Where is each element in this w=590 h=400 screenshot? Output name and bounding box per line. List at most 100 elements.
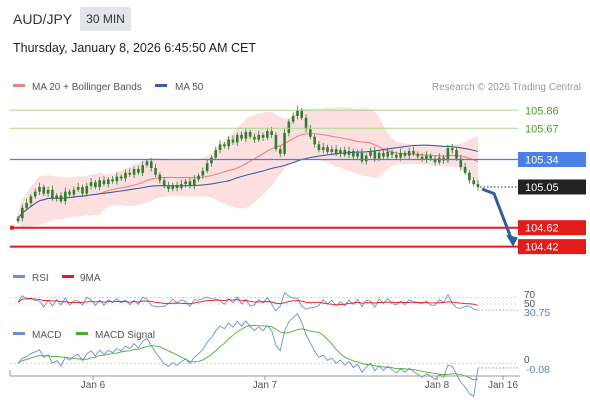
rsi-line xyxy=(17,292,479,312)
candle-body xyxy=(399,152,402,158)
candle-body xyxy=(158,174,162,181)
candle-body xyxy=(261,134,265,138)
candle-body xyxy=(197,175,200,180)
candle-body xyxy=(476,184,480,187)
rsi-panel xyxy=(10,292,518,312)
candle-body xyxy=(330,149,334,152)
symbol-title: AUD/JPY xyxy=(13,11,73,27)
support-tag xyxy=(518,239,586,255)
candle-body xyxy=(244,132,248,139)
candle-body xyxy=(201,170,205,176)
candle-body xyxy=(296,110,299,116)
candle-body xyxy=(46,189,50,194)
levels-layer: 105.86 105.67 105.34 105.05 104.62 104.42 xyxy=(10,105,586,255)
rsi-ma-legend-label: 9MA xyxy=(80,273,101,284)
candle-body xyxy=(132,168,136,175)
candle-body xyxy=(38,186,41,192)
candle-body xyxy=(51,189,54,199)
ma50-line xyxy=(17,144,479,219)
timeframe-button[interactable]: 30 MIN xyxy=(80,7,131,31)
support-label: 104.42 xyxy=(525,242,559,254)
candle-body xyxy=(266,131,269,138)
rsi-current-value: 30.75 xyxy=(524,307,550,319)
candle-body xyxy=(81,186,84,194)
candle-body xyxy=(235,134,239,143)
resistance-label: 105.86 xyxy=(525,105,559,117)
macd-line xyxy=(17,312,479,398)
candle-body xyxy=(463,167,467,173)
candle-body xyxy=(111,179,114,182)
bollinger-band xyxy=(18,107,478,228)
candle-body xyxy=(468,172,471,181)
candle-body xyxy=(287,121,291,133)
candle-body xyxy=(257,134,261,140)
candle-body xyxy=(278,149,282,154)
macd-panel xyxy=(10,312,518,398)
candle-body xyxy=(154,168,157,175)
candle-body xyxy=(72,189,76,195)
pivot-tag xyxy=(518,152,586,168)
candle-body xyxy=(145,161,149,166)
candle-body xyxy=(248,132,252,137)
x-axis: Jan 6 Jan 7 Jan 8 Jan 16 xyxy=(9,370,518,391)
candle-body xyxy=(218,144,222,151)
candle-body xyxy=(20,207,24,219)
credit-label: Research © 2026 Trading Central xyxy=(432,82,581,93)
candle-body xyxy=(192,179,196,187)
candle-body xyxy=(119,176,123,179)
candle-body xyxy=(59,195,63,202)
candle-body xyxy=(313,136,316,145)
candle-body xyxy=(94,182,97,187)
candle-body xyxy=(403,152,407,156)
candle-body xyxy=(390,151,394,155)
candle-body xyxy=(369,150,372,156)
candle-body xyxy=(85,186,89,194)
macd-tick-0: 0 xyxy=(524,355,530,366)
candle-body xyxy=(326,147,329,152)
candle-body xyxy=(416,153,420,157)
rsi-ma-line xyxy=(17,298,479,306)
candle-body xyxy=(459,158,463,168)
ma50-legend-label: MA 50 xyxy=(175,82,204,93)
candle-body xyxy=(149,161,153,169)
candle-body xyxy=(141,165,144,173)
candle-body xyxy=(360,152,364,162)
candle-body xyxy=(106,179,110,185)
candle-body xyxy=(472,180,476,185)
candle-body xyxy=(42,186,46,194)
candle-body xyxy=(291,115,295,122)
candle-body xyxy=(102,180,106,185)
rsi-tick-70: 70 xyxy=(524,290,536,301)
candle-body xyxy=(184,181,187,185)
candle-body xyxy=(16,218,20,222)
candle-body xyxy=(162,180,166,187)
candle-body xyxy=(227,139,230,147)
candle-body xyxy=(171,185,175,189)
candle-body xyxy=(446,148,450,161)
candle-body xyxy=(167,186,170,189)
current-price-tag xyxy=(518,179,586,195)
macd-signal-legend-label: MACD Signal xyxy=(95,330,155,341)
candle-body xyxy=(240,134,243,139)
candle-body xyxy=(309,129,312,137)
support-label: 104.62 xyxy=(525,223,559,235)
candle-body xyxy=(29,196,33,204)
price-panel xyxy=(16,105,480,228)
candle-body xyxy=(433,158,437,163)
macd-legend-swatch xyxy=(13,332,25,335)
candle-body xyxy=(128,172,132,175)
candle-body xyxy=(124,172,127,179)
projection-arrowhead xyxy=(506,234,518,247)
candle-body xyxy=(283,132,286,154)
macd-legend-label: MACD xyxy=(32,330,61,341)
rsi-legend-swatch xyxy=(13,275,25,278)
candle-body xyxy=(455,150,458,159)
datetime-label: Thursday, January 8, 2026 6:45:50 AM CET xyxy=(13,41,256,55)
rsi-ma-legend-swatch xyxy=(62,275,74,278)
candle-body xyxy=(450,148,454,151)
candle-body xyxy=(407,150,411,156)
projection-arrow xyxy=(481,187,514,242)
candle-body xyxy=(68,191,71,195)
candle-body xyxy=(175,185,179,188)
